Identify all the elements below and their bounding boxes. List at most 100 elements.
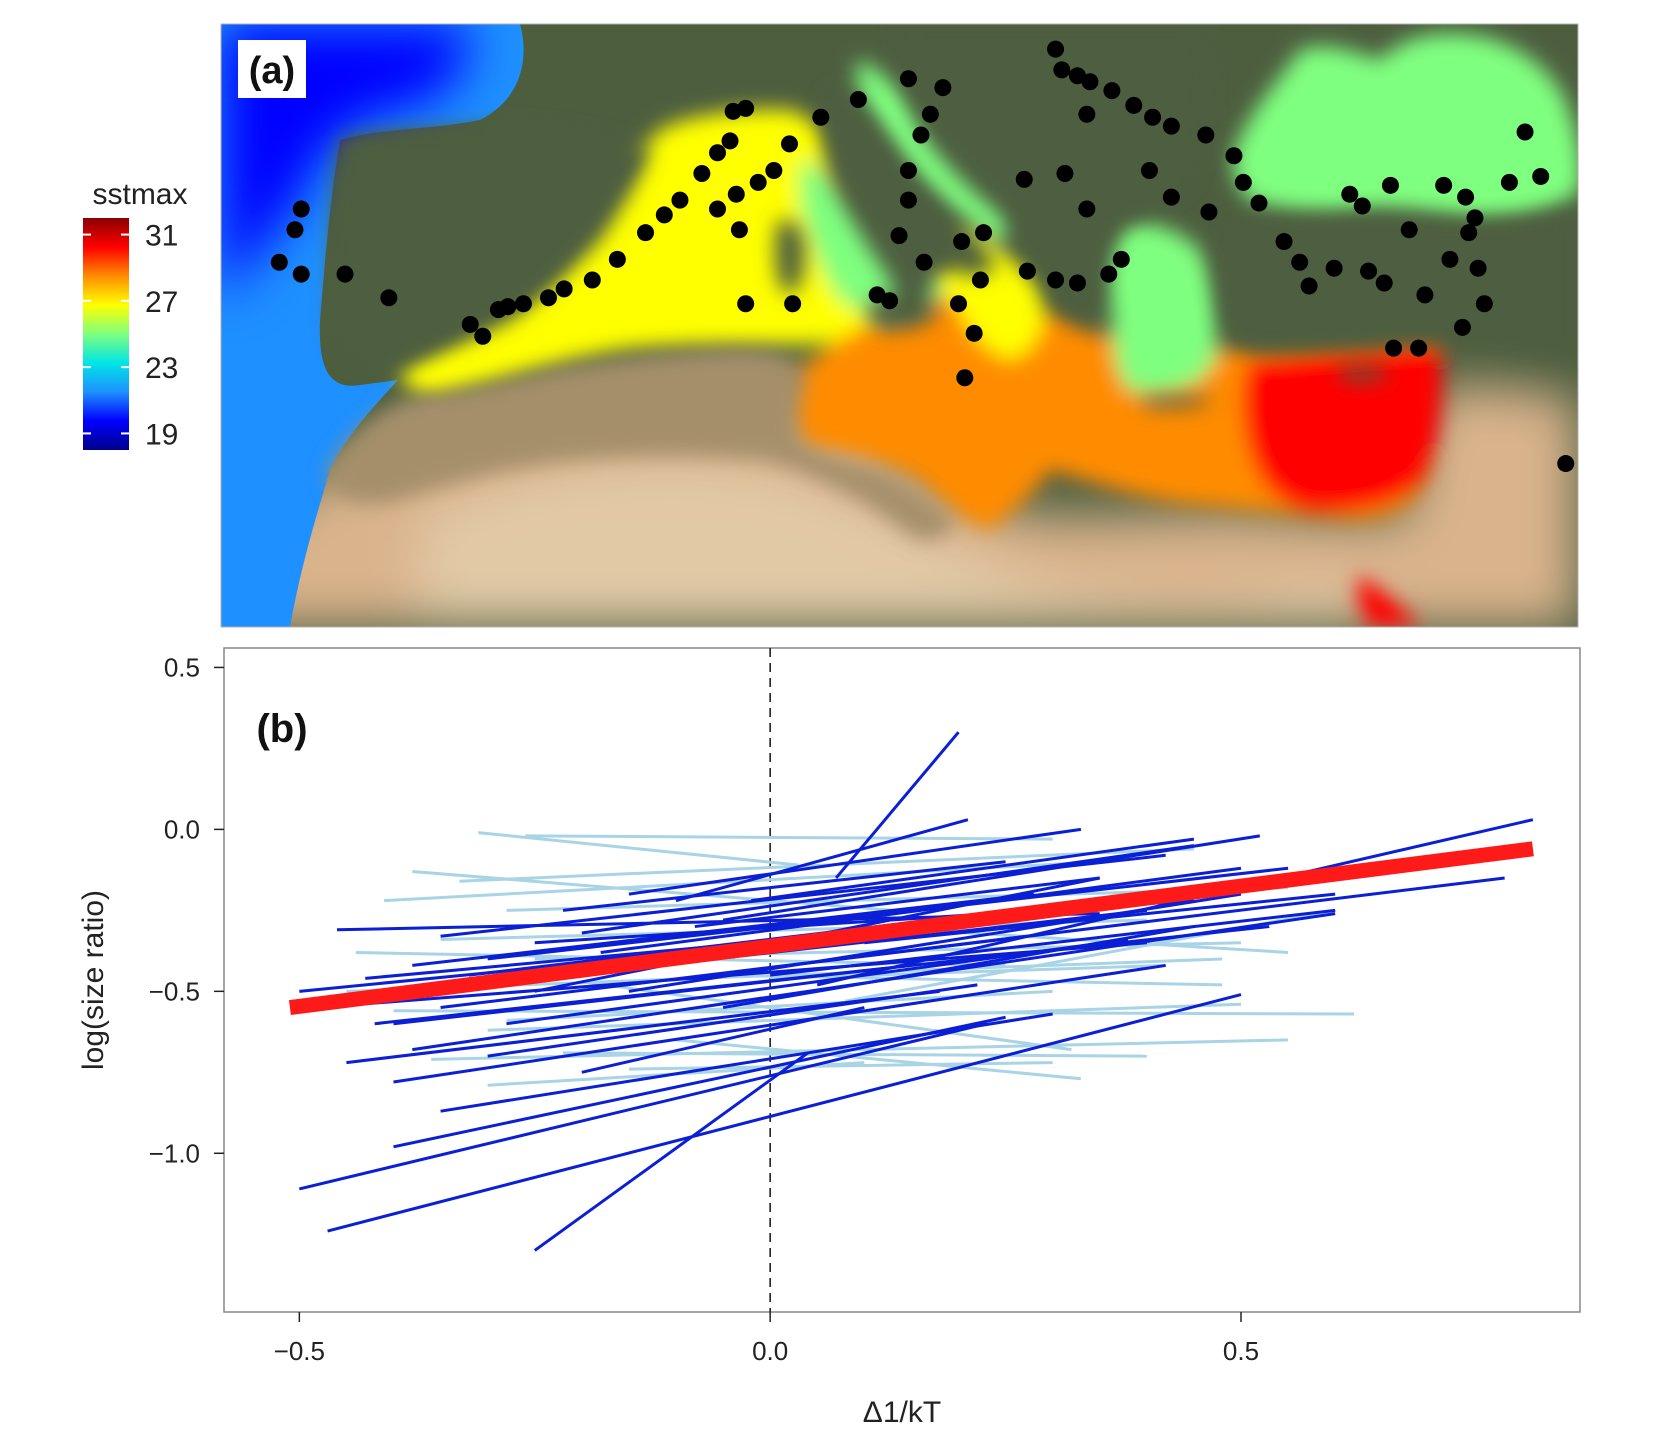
site-point (1056, 164, 1074, 182)
plot-area (288, 648, 1534, 1312)
site-point (693, 164, 711, 182)
site-point (1435, 176, 1453, 194)
site-point (784, 295, 802, 313)
mean-series-line (288, 841, 1534, 1015)
site-point (292, 265, 310, 283)
colorbar: sstmax 31 27 23 19 (83, 178, 188, 451)
y-axis-title: log(size ratio) (77, 890, 110, 1070)
dark-series-line (393, 963, 912, 1026)
site-point (1291, 253, 1309, 271)
dark-series-line (440, 931, 1053, 1010)
site-point (1100, 265, 1118, 283)
site-point (971, 271, 989, 289)
site-point (721, 132, 739, 150)
site-point (474, 327, 492, 345)
site-point (1410, 339, 1428, 357)
site-point (812, 108, 830, 126)
site-points (186, 32, 1652, 473)
site-point (1460, 224, 1478, 242)
site-point (1078, 200, 1096, 218)
site-point (1275, 233, 1293, 251)
dark-series-line (864, 892, 1336, 945)
site-point (1325, 259, 1343, 277)
light-series-line (393, 1009, 1355, 1016)
site-point (965, 324, 983, 342)
map-panel: (a) sstmax 31 27 23 19 (83, 23, 1652, 628)
site-point (1197, 126, 1215, 144)
site-point (737, 295, 755, 313)
site-point (186, 32, 203, 49)
site-point (1081, 73, 1099, 91)
site-point (583, 271, 601, 289)
site-point (1015, 170, 1033, 188)
light-series-line (487, 1002, 1242, 1032)
site-point (1457, 188, 1475, 206)
light-series-line (770, 963, 1166, 980)
map-area (186, 24, 1652, 627)
site-point (1360, 262, 1378, 280)
north-africa-coast (330, 350, 954, 540)
cyprus-land (1340, 367, 1390, 381)
sahara-light-sand (420, 466, 1350, 627)
site-point (292, 200, 310, 218)
site-point (737, 99, 755, 117)
site-point (1300, 277, 1318, 295)
site-point (1200, 203, 1218, 221)
site-point (1532, 167, 1550, 185)
site-point (1453, 318, 1471, 336)
site-point (1500, 173, 1518, 191)
light-series-line (525, 834, 1053, 841)
site-point (915, 253, 933, 271)
x-axis-title: Δ1/kT (863, 1396, 941, 1429)
light-series-line (478, 831, 799, 867)
site-point (1475, 295, 1493, 313)
site-point (956, 369, 974, 387)
site-point (709, 144, 727, 162)
panel-a-label: (a) (249, 50, 295, 92)
site-point (1068, 274, 1086, 292)
seas (400, 33, 1578, 627)
site-point (890, 227, 908, 245)
plot-panel: −0.5 0.0 0.5 0.5 0.0 −0.5 −1.0 (b) Δ1/kT log(… (77, 647, 1581, 1429)
italy-land (823, 90, 995, 330)
site-point (461, 315, 479, 333)
site-point (1385, 339, 1403, 357)
y-axis: 0.5 0.0 −0.5 −1.0 (149, 652, 224, 1168)
site-point (1112, 250, 1130, 268)
dark-series-line (581, 1006, 865, 1074)
dark-series-line (834, 731, 960, 879)
colorbar-ticks: 31 27 23 19 (83, 220, 178, 451)
site-point (950, 295, 968, 313)
site-point (1047, 271, 1065, 289)
colorbar-ramp (83, 218, 129, 450)
dark-series-line (581, 844, 1195, 935)
site-point (1466, 209, 1484, 227)
site-point (1125, 96, 1143, 114)
site-point (1047, 40, 1065, 58)
site-point (1635, 307, 1652, 324)
dark-series-line (751, 837, 1195, 903)
site-point (1162, 117, 1180, 135)
dark-series-line (769, 908, 1336, 977)
black-sea (1233, 33, 1578, 220)
land-overlays (330, 24, 1578, 540)
dark-series-line (694, 876, 1100, 929)
site-point (881, 292, 899, 310)
y-tick-label: 0.5 (164, 652, 200, 682)
x-axis: −0.5 0.0 0.5 (274, 1312, 1259, 1366)
site-point (1469, 259, 1487, 277)
site-point (1103, 82, 1121, 100)
dark-series-line (675, 818, 969, 903)
dark-series-line (506, 938, 1129, 1026)
colorbar-tick-label: 19 (145, 418, 178, 451)
site-point (730, 221, 748, 239)
site-point (1234, 173, 1252, 191)
site-point (912, 126, 930, 144)
crete-land (1140, 396, 1215, 408)
dark-series-line (298, 1022, 988, 1191)
x-tick-label: −0.5 (274, 1336, 325, 1366)
site-point (1353, 197, 1371, 215)
aegean-sea (1107, 220, 1217, 394)
site-point (709, 200, 727, 218)
